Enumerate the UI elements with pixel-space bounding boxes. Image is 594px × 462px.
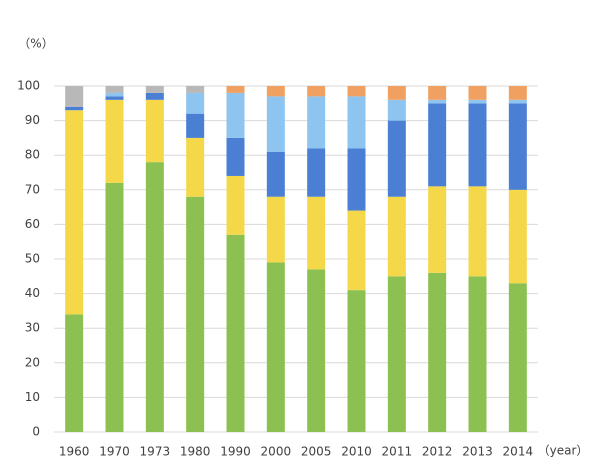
x-tick-label: 2011 [382,445,413,459]
bar-segment [428,186,447,273]
bar-segment [186,196,205,432]
bar-segment [387,99,406,121]
bar-segment [428,99,447,104]
x-tick-label: 2013 [462,445,493,459]
bar-segment [145,99,164,163]
y-tick-label: 10 [25,390,40,404]
bar-segment [307,196,326,270]
bar-segment [226,137,245,176]
bar-segment [145,162,164,432]
bar-segment [145,92,164,100]
bar-segment [105,86,124,93]
y-tick-label: 30 [25,321,40,335]
bar-segment [266,151,285,197]
bar-segment [307,96,326,149]
y-tick-label: 50 [25,252,40,266]
x-tick-label: 2012 [422,445,453,459]
bar-segment [266,86,285,97]
bar-segment [186,92,205,114]
bar-segment [347,148,366,211]
bar-segment [186,86,205,93]
x-tick-label: 1973 [140,445,171,459]
x-tick-label: 2000 [261,445,292,459]
bar-segment [508,103,527,190]
x-tick-label: 1990 [220,445,251,459]
x-tick-label: 2005 [301,445,332,459]
y-tick-label: 70 [25,182,40,196]
y-tick-label: 60 [25,217,40,231]
y-tick-label: 80 [25,148,40,162]
bar-segment [186,113,205,138]
x-unit-label: （year） [538,444,589,458]
bar-segment [468,99,487,104]
bar-segment [428,86,447,100]
y-tick-label: 0 [32,425,40,439]
bar-segment [105,182,124,432]
bar-segment [145,86,164,93]
bar-segment [226,175,245,235]
bar-segment [266,96,285,152]
bar-segment [347,290,366,432]
y-tick-label: 20 [25,355,40,369]
bar-segment [266,196,285,263]
bar-segment [468,86,487,100]
bar-segment [428,103,447,187]
bar-segment [428,272,447,432]
bar-segment [508,99,527,104]
bar-segment [65,86,84,107]
bar-segment [468,276,487,432]
bar-segment [186,137,205,197]
bar-segment [387,196,406,277]
x-tick-label: 1960 [59,445,90,459]
x-tick-label: 1970 [99,445,130,459]
bar-segment [347,96,366,149]
bar-segment [387,86,406,100]
y-tick-label: 40 [25,286,40,300]
bar-segment [468,103,487,187]
bar-segment [65,110,84,315]
bar-segment [65,106,84,111]
bar-segment [508,189,527,284]
x-tick-label: 2014 [503,445,534,459]
y-unit-label: （%） [18,37,53,51]
bar-segment [508,86,527,100]
bar-segment [105,99,124,183]
bar-segment [347,210,366,291]
bar-segment [307,269,326,432]
bar-segment [307,148,326,197]
bar-segment [468,186,487,277]
bar-segment [266,262,285,432]
x-tick-label: 2010 [341,445,372,459]
bar-segment [65,314,84,432]
bar-segment [307,86,326,97]
bar-segment [105,96,124,100]
y-tick-label: 100 [17,79,40,93]
bar-segment [226,86,245,93]
bar-segment [105,92,124,97]
bar-segment [226,92,245,138]
y-tick-label: 90 [25,113,40,127]
bar-segment [387,276,406,432]
bar-segment [226,234,245,432]
bar-segment [347,86,366,97]
x-tick-label: 1980 [180,445,211,459]
bar-segment [387,120,406,197]
bar-segment [508,283,527,432]
